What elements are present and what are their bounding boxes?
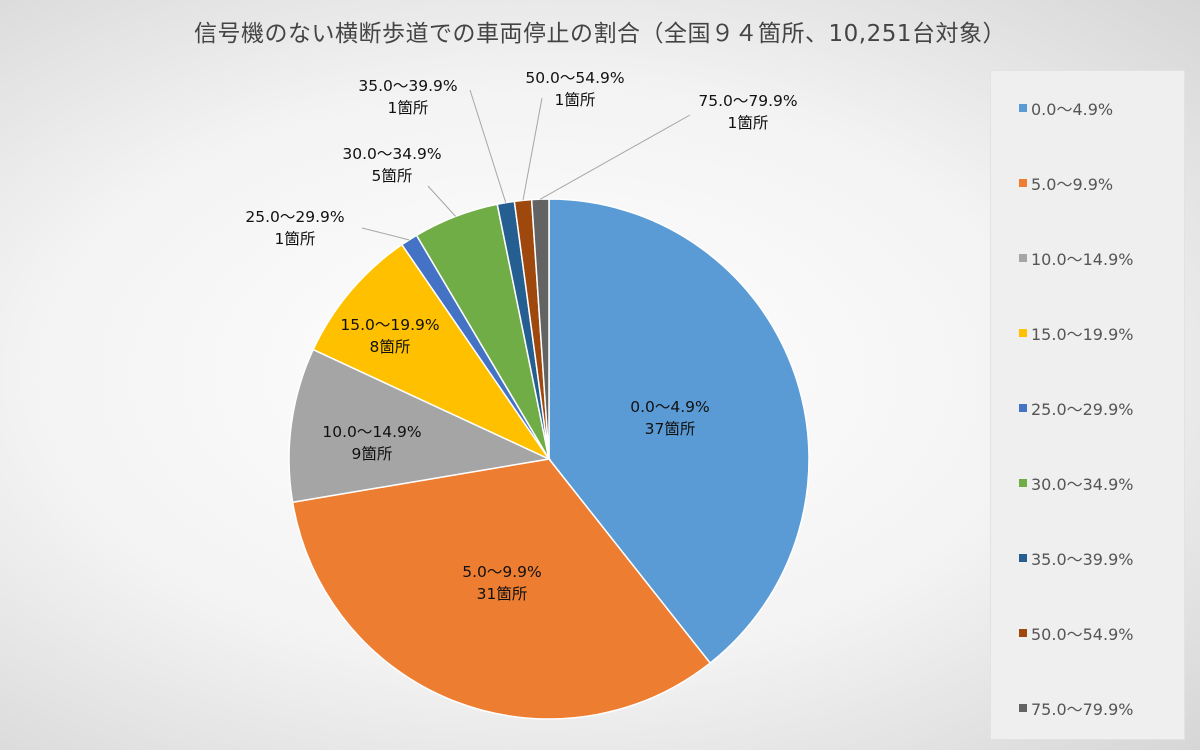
data-label: 30.0～34.9% 5箇所 [342, 143, 441, 187]
legend-entry: 10.0～14.9% [1019, 246, 1133, 270]
data-label-count: 9箇所 [351, 445, 393, 463]
leader-line [540, 114, 691, 200]
legend-entry: 5.0～9.9% [1019, 171, 1113, 195]
legend-entry: 50.0～54.9% [1019, 621, 1133, 645]
legend-label: 15.0～19.9% [1031, 325, 1134, 344]
data-label-range: 25.0～29.9% [245, 208, 345, 226]
legend-entry: 35.0～39.9% [1019, 546, 1133, 570]
legend-label: 5.0～9.9% [1031, 175, 1114, 194]
chart-title: 信号機のない横断歩道での車両停止の割合（全国９４箇所、10,251台対象） [194, 21, 1006, 47]
data-label-range: 75.0～79.9% [698, 92, 798, 110]
data-label: 35.0～39.9% 1箇所 [358, 75, 457, 119]
data-label-range: 10.0～14.9% [322, 423, 422, 441]
pie-slice [312, 243, 552, 461]
data-label-range: 35.0～39.9% [358, 77, 458, 95]
legend: 0.0～4.9% 5.0～9.9% 10.0～14.9% 15.0～19.9% 25.0… [990, 70, 1185, 740]
data-label-range: 0.0～4.9% [630, 398, 710, 416]
legend-entry: 25.0～29.9% [1019, 396, 1133, 420]
data-label-count: 1箇所 [274, 230, 316, 248]
data-label-count: 1箇所 [554, 91, 596, 109]
legend-label: 50.0～54.9% [1031, 625, 1134, 644]
data-label-count: 1箇所 [727, 114, 769, 132]
legend-swatch [1019, 329, 1027, 337]
pie-slice [288, 348, 552, 504]
legend-label: 35.0～39.9% [1031, 550, 1134, 569]
legend-swatch [1019, 404, 1027, 412]
data-label-range: 15.0～19.9% [340, 316, 440, 334]
legend-label: 0.0～4.9% [1031, 100, 1114, 119]
data-label-range: 50.0～54.9% [525, 69, 625, 87]
legend-label: 10.0～14.9% [1031, 250, 1134, 269]
legend-entry: 15.0～19.9% [1019, 321, 1133, 345]
data-label: 0.0～4.9% 37箇所 [630, 396, 710, 440]
leader-line [361, 227, 410, 241]
data-label: 25.0～29.9% 1箇所 [245, 206, 344, 250]
legend-label: 25.0～29.9% [1031, 400, 1134, 419]
legend-swatch [1019, 629, 1027, 637]
leader-line [427, 185, 456, 217]
data-label: 15.0～19.9% 8箇所 [340, 314, 439, 358]
data-label: 50.0～54.9% 1箇所 [525, 67, 624, 111]
data-label-range: 5.0～9.9% [462, 563, 542, 581]
legend-entry: 30.0～34.9% [1019, 471, 1133, 495]
leader-line [522, 97, 543, 201]
data-label-count: 1箇所 [387, 99, 429, 117]
legend-swatch [1019, 104, 1027, 112]
legend-swatch [1019, 479, 1027, 487]
data-label-count: 31箇所 [476, 585, 528, 603]
data-label-count: 37箇所 [644, 420, 696, 438]
legend-swatch [1019, 554, 1027, 562]
leader-line [469, 89, 507, 203]
data-label-count: 5箇所 [371, 167, 413, 185]
legend-swatch [1019, 179, 1027, 187]
data-label-count: 8箇所 [369, 338, 411, 356]
legend-entry: 75.0～79.9% [1019, 696, 1133, 720]
legend-entry: 0.0～4.9% [1019, 96, 1113, 120]
legend-label: 75.0～79.9% [1031, 700, 1134, 719]
data-label: 5.0～9.9% 31箇所 [462, 561, 542, 605]
pie-slice [291, 458, 712, 720]
pie-slice [530, 198, 550, 460]
legend-swatch [1019, 254, 1027, 262]
data-label-range: 30.0～34.9% [342, 145, 442, 163]
legend-swatch [1019, 704, 1027, 712]
data-label: 10.0～14.9% 9箇所 [322, 421, 421, 465]
data-label: 75.0～79.9% 1箇所 [698, 90, 797, 134]
pie-slice [548, 198, 810, 665]
legend-label: 30.0～34.9% [1031, 475, 1134, 494]
